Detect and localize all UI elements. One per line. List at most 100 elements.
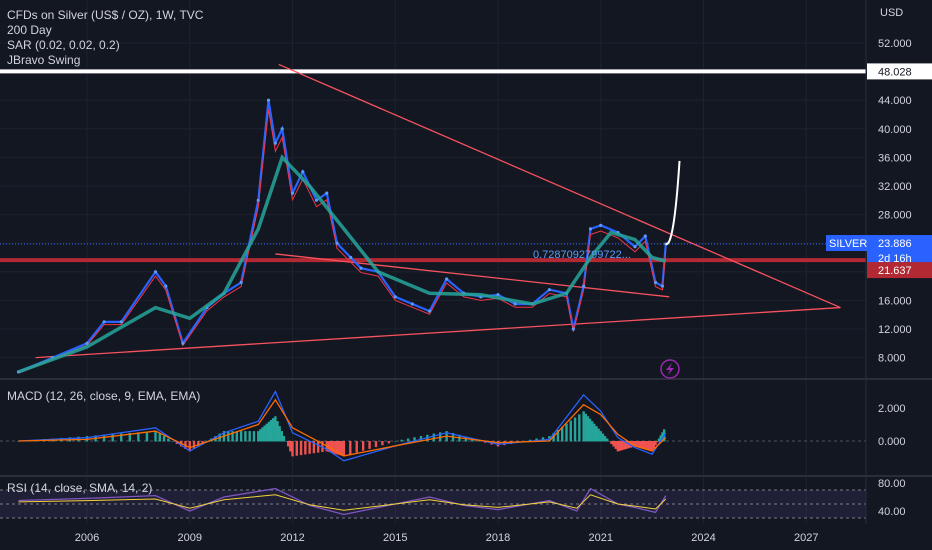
- macd-histogram-bar: [590, 421, 594, 442]
- macd-histogram-bar: [659, 435, 662, 442]
- indicator-200-day[interactable]: 200 Day: [7, 23, 52, 37]
- price-point: [290, 191, 295, 195]
- macd-histogram-bar: [601, 433, 605, 442]
- symbol-tag[interactable]: SILVER: [829, 238, 867, 250]
- macd-histogram-bar: [201, 441, 204, 444]
- inner-trend-line[interactable]: [275, 253, 670, 298]
- price-point: [633, 245, 637, 249]
- macd-histogram-bar: [274, 416, 277, 442]
- macd-histogram-bar: [406, 438, 410, 442]
- macd-tick-label: 0.000: [878, 436, 906, 448]
- price-line[interactable]: [18, 100, 667, 373]
- macd-histogram-bar: [657, 438, 661, 442]
- triangle-lower-line[interactable]: [35, 306, 841, 359]
- macd-histogram-bar: [278, 426, 281, 442]
- indicator-jbravo-swing[interactable]: JBravo Swing: [7, 53, 80, 67]
- support-price-label: 21.637: [878, 265, 912, 277]
- macd-histogram-bar: [618, 441, 622, 451]
- macd-histogram-bar: [304, 441, 307, 455]
- macd-histogram-bar: [471, 438, 474, 442]
- time-tick-label: 2015: [383, 532, 407, 544]
- price-point: [427, 309, 432, 313]
- price-point: [239, 280, 243, 285]
- price-point: [153, 270, 158, 274]
- resistance-price-label: 48.028: [878, 66, 912, 78]
- macd-histogram-bar: [612, 441, 615, 447]
- currency-label: USD: [880, 7, 903, 19]
- macd-histogram-bar: [162, 436, 166, 442]
- macd-histogram-bar: [561, 426, 564, 442]
- indicator-sar[interactable]: SAR (0.02, 0.02, 0.2): [7, 38, 120, 52]
- price-point: [359, 266, 363, 270]
- macd-histogram-bar: [650, 441, 654, 452]
- price-point: [85, 341, 89, 345]
- rsi-ma-line[interactable]: [18, 494, 667, 511]
- macd-histogram-bar: [620, 441, 624, 451]
- macd-histogram-bar: [355, 441, 358, 453]
- macd-histogram-bar: [610, 441, 613, 444]
- price-tick-label: 16.000: [878, 295, 912, 307]
- price-point: [280, 127, 284, 131]
- price-point: [653, 280, 658, 285]
- rsi-label[interactable]: RSI (14, close, SMA, 14, 2): [7, 481, 152, 495]
- price-point: [164, 284, 168, 288]
- time-axis[interactable]: 2006 2009 2012 2015 2018 2021 2024 2027: [75, 532, 819, 544]
- macd-histogram-bar: [192, 441, 196, 449]
- macd-histogram-bar: [252, 431, 256, 442]
- macd-histogram-bar: [231, 431, 234, 442]
- time-tick-label: 2027: [794, 532, 818, 544]
- macd-histogram-bar: [145, 431, 149, 442]
- macd-histogram-bar: [368, 441, 371, 449]
- macd-label[interactable]: MACD (12, 26, close, 9, EMA, EMA): [7, 389, 200, 403]
- macd-histogram-bar: [623, 441, 626, 450]
- macd-histogram-bar: [644, 441, 647, 450]
- macd-pane[interactable]: [0, 390, 866, 462]
- macd-histogram-bar: [287, 441, 290, 447]
- symbol-tag-bg: [826, 235, 868, 252]
- price-point: [643, 234, 647, 238]
- macd-histogram-bar: [573, 417, 577, 442]
- macd-histogram-bar: [338, 441, 341, 456]
- macd-histogram-bar: [289, 441, 292, 452]
- price-point: [256, 198, 260, 202]
- macd-histogram-bar: [413, 437, 416, 442]
- macd-histogram-bar: [605, 438, 609, 442]
- price-point: [571, 327, 575, 331]
- alert-icon[interactable]: [660, 359, 680, 379]
- rsi-tick-label: 40.00: [878, 506, 906, 518]
- macd-histogram-bar: [336, 441, 339, 455]
- macd-histogram-bar: [308, 441, 311, 454]
- macd-histogram-bar: [235, 431, 239, 442]
- macd-histogram-bar: [361, 441, 365, 451]
- macd-histogram-bar: [269, 419, 273, 442]
- price-tick-label: 44.000: [878, 95, 912, 107]
- price-pane[interactable]: 0.7287092799722...: [0, 63, 866, 374]
- legend: CFDs on Silver (US$ / OZ), 1W, TVC 200 D…: [7, 7, 903, 495]
- price-tick-label: 40.000: [878, 124, 912, 136]
- macd-histogram-bar: [556, 429, 560, 442]
- macd-histogram-bar: [263, 425, 266, 442]
- chart-title[interactable]: CFDs on Silver (US$ / OZ), 1W, TVC: [7, 8, 204, 22]
- price-point: [335, 241, 339, 245]
- rsi-pane[interactable]: [0, 487, 866, 519]
- macd-histogram-bar: [588, 418, 592, 442]
- price-point: [588, 227, 593, 231]
- macd-histogram-bar: [248, 431, 251, 442]
- price-point: [181, 341, 185, 345]
- macd-signal-line[interactable]: [18, 398, 667, 457]
- macd-histogram-bar: [374, 441, 378, 448]
- macd-histogram-bar: [137, 432, 140, 442]
- macd-histogram-bar: [381, 441, 384, 446]
- price-point: [273, 141, 277, 145]
- projection-line[interactable]: [665, 160, 681, 245]
- ma-200-day-line[interactable]: [17, 154, 667, 374]
- triangle-upper-line[interactable]: [278, 63, 841, 309]
- rsi-line[interactable]: [18, 487, 667, 516]
- macd-line[interactable]: [18, 390, 667, 462]
- macd-histogram-bar: [394, 441, 397, 442]
- macd-histogram-bar: [259, 429, 262, 442]
- price-point: [393, 295, 397, 299]
- macd-histogram-bar: [477, 440, 480, 442]
